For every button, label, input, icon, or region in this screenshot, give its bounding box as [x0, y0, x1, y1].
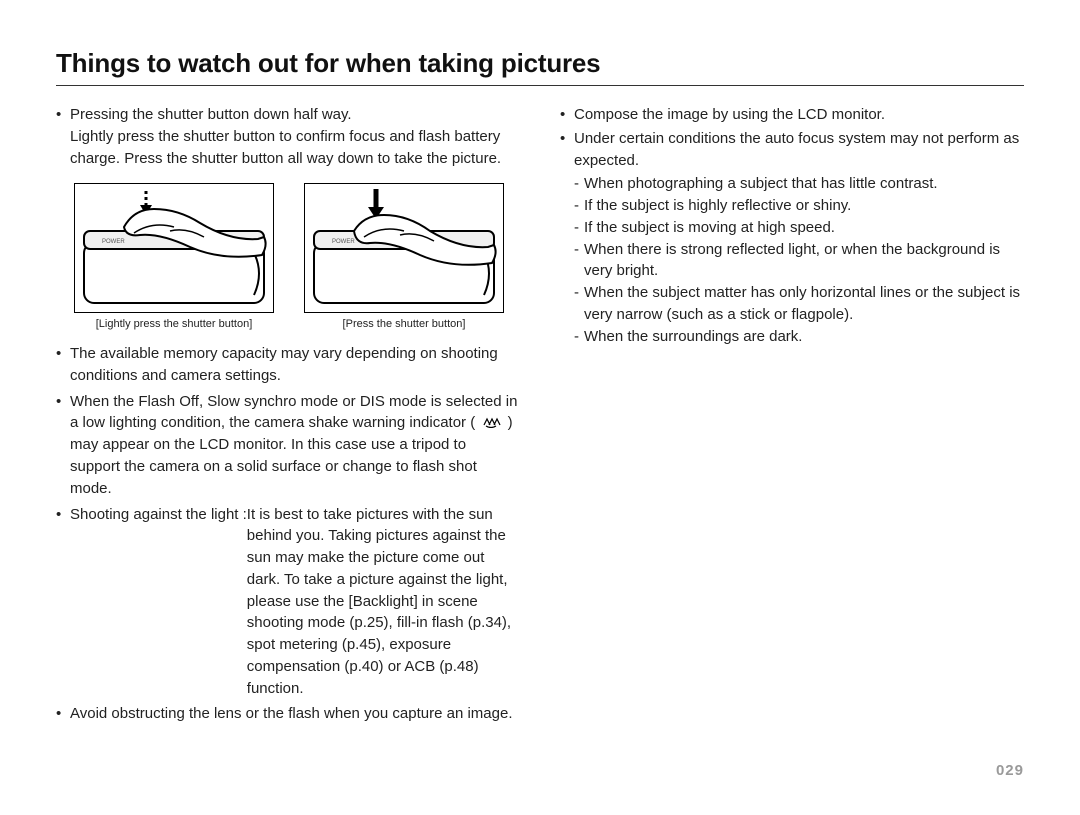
sub-speed: - If the subject is moving at high speed… [560, 217, 1024, 239]
shutter-lead: Pressing the shutter button down half wa… [70, 106, 352, 123]
against-light-lead: Shooting against the light : [70, 504, 247, 700]
autofocus-text: Under certain conditions the auto focus … [574, 128, 1024, 172]
svg-text:POWER: POWER [102, 239, 125, 245]
sub-reflective-text: If the subject is highly reflective or s… [584, 195, 851, 217]
svg-text:POWER: POWER [332, 239, 355, 245]
bullet-memory: • The available memory capacity may vary… [56, 343, 520, 387]
bullet-dot: • [56, 703, 70, 725]
shutter-figures: POWER [Lightly press the shutter button] [74, 183, 520, 333]
bullet-dot: • [56, 504, 70, 700]
bullet-compose: • Compose the image by using the LCD mon… [560, 104, 1024, 126]
memory-text: The available memory capacity may vary d… [70, 343, 520, 387]
dash-icon: - [574, 173, 584, 195]
sub-contrast-text: When photographing a subject that has li… [584, 173, 938, 195]
bullet-dot: • [56, 343, 70, 387]
shutter-body: Lightly press the shutter button to conf… [70, 128, 501, 167]
figure-full-press: POWER [Press the shutter button] [304, 183, 504, 333]
bullet-autofocus: • Under certain conditions the auto focu… [560, 128, 1024, 172]
bullet-dot: • [560, 104, 574, 126]
sub-reflective: - If the subject is highly reflective or… [560, 195, 1024, 217]
dash-icon: - [574, 239, 584, 283]
sub-horizontal-text: When the subject matter has only horizon… [584, 282, 1024, 326]
against-light-body: It is best to take pictures with the sun… [247, 504, 520, 700]
page-title: Things to watch out for when taking pict… [56, 48, 1024, 79]
sub-horizontal: - When the subject matter has only horiz… [560, 282, 1024, 326]
bullet-shutter-halfway: • Pressing the shutter button down half … [56, 104, 520, 169]
figure-caption-right: [Press the shutter button] [343, 317, 466, 333]
camera-full-press-illustration: POWER [304, 183, 504, 313]
flash-off-part-a: When the Flash Off, Slow synchro mode or… [70, 393, 517, 432]
compose-text: Compose the image by using the LCD monit… [574, 104, 1024, 126]
title-rule [56, 85, 1024, 86]
bullet-against-light: • Shooting against the light : It is bes… [56, 504, 520, 700]
flash-off-text: When the Flash Off, Slow synchro mode or… [70, 391, 520, 500]
sub-dark-text: When the surroundings are dark. [584, 326, 802, 348]
camera-shake-icon [481, 413, 501, 435]
bullet-dot: • [560, 128, 574, 172]
right-column: • Compose the image by using the LCD mon… [560, 104, 1024, 727]
sub-bright-bg: - When there is strong reflected light, … [560, 239, 1024, 283]
left-column: • Pressing the shutter button down half … [56, 104, 520, 727]
dash-icon: - [574, 326, 584, 348]
avoid-obstruct-text: Avoid obstructing the lens or the flash … [70, 703, 520, 725]
page-number: 029 [996, 762, 1024, 779]
figure-caption-left: [Lightly press the shutter button] [96, 317, 253, 333]
dash-icon: - [574, 282, 584, 326]
sub-bright-bg-text: When there is strong reflected light, or… [584, 239, 1024, 283]
bullet-flash-off: • When the Flash Off, Slow synchro mode … [56, 391, 520, 500]
sub-contrast: - When photographing a subject that has … [560, 173, 1024, 195]
content-columns: • Pressing the shutter button down half … [56, 104, 1024, 727]
dash-icon: - [574, 217, 584, 239]
dash-icon: - [574, 195, 584, 217]
sub-speed-text: If the subject is moving at high speed. [584, 217, 835, 239]
figure-half-press: POWER [Lightly press the shutter button] [74, 183, 274, 333]
bullet-dot: • [56, 104, 70, 169]
bullet-dot: • [56, 391, 70, 500]
sub-dark: - When the surroundings are dark. [560, 326, 1024, 348]
bullet-avoid-obstruct: • Avoid obstructing the lens or the flas… [56, 703, 520, 725]
camera-half-press-illustration: POWER [74, 183, 274, 313]
